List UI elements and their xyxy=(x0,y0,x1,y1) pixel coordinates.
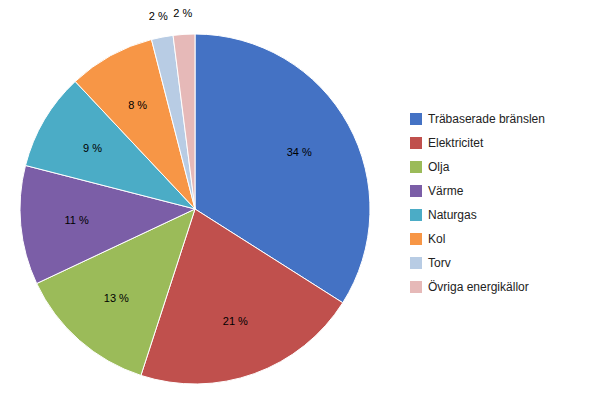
legend-swatch xyxy=(410,161,422,173)
legend-label: Torv xyxy=(428,256,451,270)
data-label: 2 % xyxy=(173,7,192,19)
legend-item: Övriga energikällor xyxy=(410,280,529,294)
legend-label: Träbaserade bränslen xyxy=(428,112,545,126)
legend-swatch xyxy=(410,281,422,293)
pie xyxy=(20,34,370,384)
legend-label: Olja xyxy=(428,160,450,174)
data-label: 21 % xyxy=(223,315,248,327)
legend-item: Träbaserade bränslen xyxy=(410,112,545,126)
legend-item: Torv xyxy=(410,256,451,270)
legend-item: Elektricitet xyxy=(410,136,484,150)
legend-swatch xyxy=(410,113,422,125)
legend-swatch xyxy=(410,233,422,245)
legend-swatch xyxy=(410,137,422,149)
legend-swatch xyxy=(410,257,422,269)
legend-label: Elektricitet xyxy=(428,136,484,150)
legend-label: Kol xyxy=(428,232,445,246)
legend-item: Naturgas xyxy=(410,208,477,222)
legend-swatch xyxy=(410,209,422,221)
legend-swatch xyxy=(410,185,422,197)
legend-label: Övriga energikällor xyxy=(428,280,529,294)
data-label: 9 % xyxy=(83,142,102,154)
data-label: 13 % xyxy=(104,292,129,304)
legend: Träbaserade bränslen Elektricitet Olja Värm… xyxy=(410,112,545,294)
data-label: 2 % xyxy=(149,10,168,22)
legend-label: Naturgas xyxy=(428,208,477,222)
chart: 34 % 21 % 13 % 11 % 9 % 8 % 2 % 2 % Träbaserade … xyxy=(0,0,607,418)
data-labels: 34 % 21 % 13 % 11 % 9 % 8 % 2 % 2 % xyxy=(64,7,312,327)
legend-item: Kol xyxy=(410,232,445,246)
pie-slice xyxy=(173,34,195,209)
data-label: 11 % xyxy=(64,214,88,226)
legend-item: Värme xyxy=(410,184,464,198)
legend-label: Värme xyxy=(428,184,464,198)
legend-item: Olja xyxy=(410,160,450,174)
data-label: 8 % xyxy=(128,99,147,111)
data-label: 34 % xyxy=(287,146,312,158)
